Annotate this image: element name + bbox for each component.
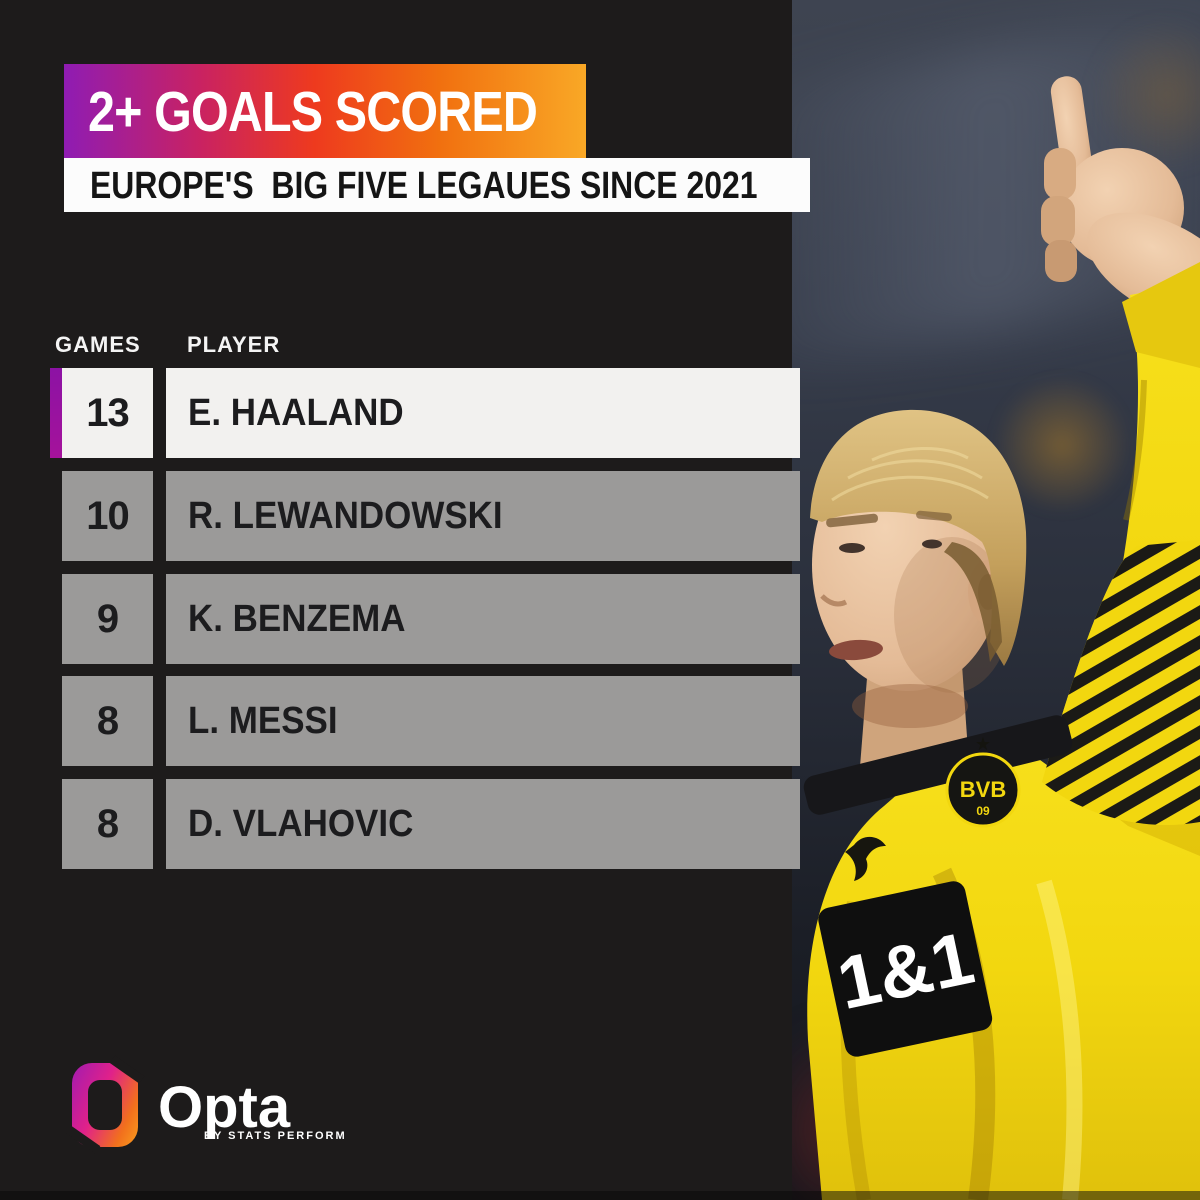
sponsor-square xyxy=(818,881,993,1057)
crest-star-icon: ★ xyxy=(975,734,991,754)
player-cell: L. MESSI xyxy=(166,676,800,766)
table-row: 8 D. VLAHOVIC xyxy=(50,779,800,869)
nose-shadow xyxy=(820,594,848,607)
bvb-crest-icon xyxy=(945,752,1021,828)
jersey-torso: ★ BVB 09 1&1 xyxy=(803,540,1200,1200)
player-cell: R. LEWANDOWSKI xyxy=(166,471,800,561)
table-row: 13 E. HAALAND xyxy=(50,368,800,458)
games-value: 8 xyxy=(96,802,119,846)
player-value: R. LEWANDOWSKI xyxy=(188,495,503,537)
eye xyxy=(922,539,942,549)
games-cell: 10 xyxy=(62,471,153,561)
player-value: D. VLAHOVIC xyxy=(188,803,414,845)
collar xyxy=(803,715,1073,815)
curled-finger xyxy=(1045,240,1077,282)
player-value: K. BENZEMA xyxy=(188,598,406,640)
player-photo: ★ BVB 09 1&1 xyxy=(792,0,1200,1200)
table-row: 10 R. LEWANDOWSKI xyxy=(50,471,800,561)
logo-hole xyxy=(88,1080,122,1130)
haaland-figure: ★ BVB 09 1&1 xyxy=(803,76,1200,1200)
subtitle-bar: EUROPE'S BIG FIVE LEGAUES SINCE 2021 xyxy=(64,158,810,212)
sleeve-stripes xyxy=(1042,540,1200,825)
player-cell: K. BENZEMA xyxy=(166,574,800,664)
subtitle: EUROPE'S BIG FIVE LEGAUES SINCE 2021 xyxy=(90,165,758,207)
opta-stats-perform-label: BY STATS PERFORM xyxy=(204,1130,347,1142)
player-cell: D. VLAHOVIC xyxy=(166,779,800,869)
games-value: 9 xyxy=(96,597,119,641)
table-header-games: GAMES xyxy=(55,332,141,357)
torso-shape xyxy=(807,736,1200,1200)
logo-split-cut xyxy=(109,1055,145,1084)
page-title: 2+ GOALS SCORED xyxy=(88,80,538,144)
bottom-vignette xyxy=(0,1191,1200,1200)
hair-strands xyxy=(831,446,989,502)
player-cell: E. HAALAND xyxy=(166,368,800,458)
logo-split-cut xyxy=(65,1125,101,1154)
games-cell: 9 xyxy=(62,574,153,664)
crest-number: 09 xyxy=(976,804,990,818)
curled-finger xyxy=(1041,196,1075,246)
table-header-player: PLAYER xyxy=(187,332,281,357)
opta-logo-icon xyxy=(65,1055,145,1154)
games-value: 10 xyxy=(86,494,130,538)
puma-logo-icon xyxy=(845,836,886,881)
eye xyxy=(839,543,865,553)
games-cell: 8 xyxy=(62,779,153,869)
title-banner: 2+ GOALS SCORED xyxy=(64,64,586,158)
chin-shadow xyxy=(852,684,968,728)
table-row: 8 L. MESSI xyxy=(50,676,800,766)
player-value: L. MESSI xyxy=(188,700,338,742)
opta-wordmark: Opta xyxy=(158,1075,291,1140)
curled-finger xyxy=(1044,148,1076,200)
mouth xyxy=(829,639,883,661)
crest-letters: BVB xyxy=(960,777,1006,802)
sponsor-patch: 1&1 xyxy=(818,881,993,1057)
games-cell: 8 xyxy=(62,676,153,766)
games-value: 8 xyxy=(96,699,119,743)
table-row: 9 K. BENZEMA xyxy=(50,574,800,664)
forearm xyxy=(1087,212,1200,324)
sleeve-fold xyxy=(1123,379,1147,521)
games-value: 13 xyxy=(86,391,130,435)
player-value: E. HAALAND xyxy=(188,392,404,434)
head xyxy=(810,409,1027,792)
eyebrow xyxy=(916,510,952,522)
eyebrow xyxy=(826,513,878,528)
sleeve-cuff xyxy=(1122,262,1200,368)
games-cell: 13 xyxy=(62,368,153,458)
shirt-highlight xyxy=(1036,879,1083,1200)
highlight-stripe xyxy=(50,368,62,458)
hair-shaved-side xyxy=(944,542,1002,662)
